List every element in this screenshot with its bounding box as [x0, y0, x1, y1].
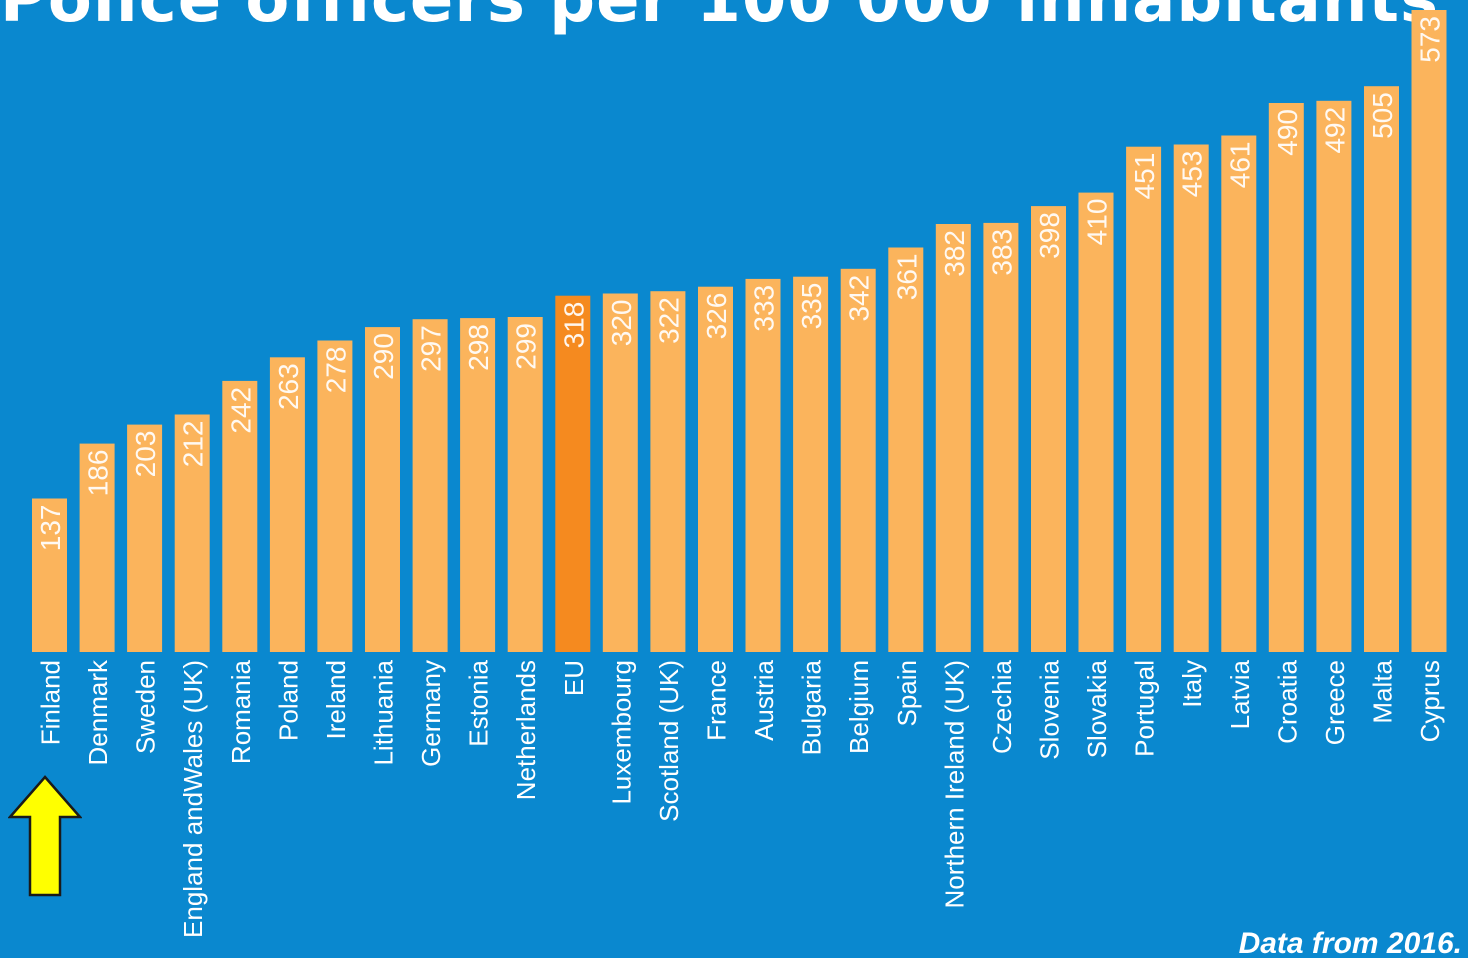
bar-sweden [127, 424, 163, 652]
category-label-slovenia: Slovenia [1035, 659, 1065, 759]
bar-estonia [460, 318, 496, 652]
category-label-cyprus: Cyprus [1415, 660, 1445, 742]
value-label-portugal: 451 [1129, 153, 1160, 200]
value-label-eu: 318 [558, 302, 589, 349]
category-labels-group: Finland Denmark Sweden England andWales (UK… [36, 659, 1446, 938]
bar-italy [1173, 144, 1209, 652]
bar-poland [269, 357, 305, 652]
value-label-croatia: 490 [1272, 109, 1303, 156]
value-label-spain: 361 [891, 254, 922, 301]
value-label-slovakia: 410 [1082, 199, 1113, 246]
bar-cyprus [1411, 10, 1447, 652]
value-label-sweden: 203 [130, 431, 161, 478]
category-label-spain: Spain [892, 660, 922, 727]
value-label-italy: 453 [1177, 151, 1208, 198]
value-label-malta: 505 [1367, 92, 1398, 139]
bar-netherlands [507, 317, 543, 652]
value-label-denmark: 186 [83, 450, 114, 497]
bar-malta [1364, 86, 1399, 652]
category-label-northern-ireland-uk: Northern Ireland (UK) [939, 660, 969, 909]
bar-latvia [1221, 135, 1257, 652]
category-label-netherlands: Netherlands [511, 660, 541, 800]
category-label-estonia: Estonia [464, 659, 494, 746]
category-label-greece: Greece [1320, 660, 1350, 745]
category-label-eu: EU [559, 660, 589, 696]
value-label-france: 326 [701, 293, 732, 340]
value-label-slovenia: 398 [1034, 212, 1065, 259]
bar-slovakia [1078, 192, 1114, 652]
category-label-croatia: Croatia [1272, 659, 1302, 743]
category-label-belgium: Belgium [844, 660, 874, 754]
up-arrow-icon [8, 775, 82, 897]
value-label-poland: 263 [273, 363, 304, 410]
category-label-france: France [702, 660, 732, 741]
category-label-luxembourg: Luxembourg [606, 660, 636, 805]
category-label-scotland-uk: Scotland (UK) [654, 660, 684, 822]
bar-scotland-uk [650, 291, 686, 652]
category-label-england-andwales-uk: England andWales (UK) [178, 660, 208, 938]
category-label-portugal: Portugal [1130, 660, 1160, 757]
category-label-sweden: Sweden [131, 660, 161, 754]
category-label-austria: Austria [749, 659, 779, 740]
value-label-germany: 297 [416, 325, 447, 372]
category-label-denmark: Denmark [83, 659, 113, 765]
category-label-romania: Romania [226, 659, 256, 764]
category-label-ireland: Ireland [321, 660, 351, 740]
value-label-luxembourg: 320 [606, 300, 637, 347]
value-label-scotland-uk: 322 [653, 297, 684, 344]
value-label-austria: 333 [749, 285, 780, 332]
bar-germany [412, 319, 448, 652]
bar-slovenia [1031, 206, 1066, 652]
bar-bulgaria [793, 276, 829, 652]
bars-group [32, 10, 1447, 653]
value-label-czechia: 383 [986, 229, 1017, 276]
bar-france [698, 286, 733, 652]
bar-portugal [1126, 146, 1162, 652]
bar-ireland [317, 340, 353, 652]
category-label-germany: Germany [416, 660, 446, 767]
bar-romania [222, 380, 258, 652]
value-label-england-andwales-uk: 212 [178, 421, 209, 468]
value-label-northern-ireland-uk: 382 [939, 230, 970, 277]
value-label-bulgaria: 335 [796, 283, 827, 330]
bar-denmark [79, 443, 115, 652]
bar-czechia [983, 222, 1019, 652]
category-label-lithuania: Lithuania [369, 659, 399, 765]
category-label-finland: Finland [36, 660, 66, 745]
bar-eu [555, 295, 591, 652]
value-label-greece: 492 [1319, 107, 1350, 154]
category-label-latvia: Latvia [1225, 659, 1255, 729]
bar-finland [32, 498, 67, 652]
value-labels-group: 137 186 203 212 242 263 278 290 297 298 299 318 320 3… [35, 16, 1446, 551]
bar-croatia [1268, 103, 1304, 652]
value-label-finland: 137 [35, 505, 66, 552]
bar-england-andwales-uk [174, 414, 210, 652]
value-label-ireland: 278 [320, 347, 351, 394]
bar-lithuania [365, 327, 400, 652]
category-label-slovakia: Slovakia [1082, 659, 1112, 758]
bar-spain [888, 247, 924, 652]
value-label-latvia: 461 [1224, 142, 1255, 189]
bar-belgium [840, 268, 876, 652]
source-note: Data from 2016. [1238, 927, 1462, 958]
value-label-cyprus: 573 [1415, 16, 1446, 63]
category-label-italy: Italy [1177, 660, 1207, 708]
bar-northern-ireland-uk [935, 224, 971, 652]
value-label-romania: 242 [225, 387, 256, 434]
bar-greece [1316, 100, 1352, 653]
value-label-estonia: 298 [463, 324, 494, 371]
category-label-poland: Poland [273, 660, 303, 741]
value-label-lithuania: 290 [368, 333, 399, 380]
value-label-netherlands: 299 [511, 323, 542, 370]
bar-luxembourg [602, 293, 638, 652]
category-label-czechia: Czechia [987, 659, 1017, 753]
category-label-malta: Malta [1368, 659, 1398, 723]
chart-title: Police officers per 100 000 inhabitants [0, 0, 1440, 37]
category-label-bulgaria: Bulgaria [797, 659, 827, 755]
value-label-belgium: 342 [844, 275, 875, 322]
bar-austria [745, 278, 781, 652]
